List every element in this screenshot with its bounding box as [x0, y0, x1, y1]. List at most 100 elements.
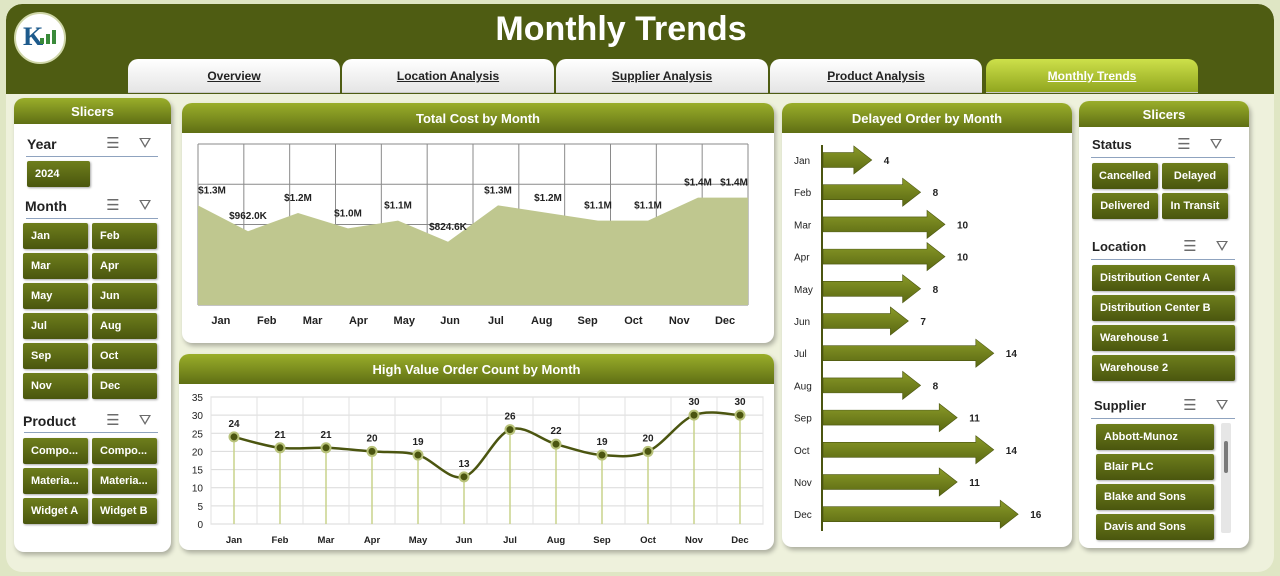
x-tick-label: Feb [272, 535, 289, 546]
company-logo: K [14, 12, 66, 64]
delayed-arrow-bar [822, 209, 946, 240]
scrollbar-thumb[interactable] [1224, 441, 1228, 473]
month-jan-button[interactable]: Jan [23, 223, 88, 249]
product-materia-button[interactable]: Materia... [92, 468, 157, 494]
logo-letter: K [23, 22, 44, 51]
data-label: 20 [642, 433, 654, 444]
month-aug-button[interactable]: Aug [92, 313, 157, 339]
page-title: Monthly Trends [495, 10, 747, 48]
month-apr-button[interactable]: Apr [92, 253, 157, 279]
x-tick-label: Sep [593, 535, 611, 546]
tab-monthly-trends[interactable]: Monthly Trends [986, 59, 1198, 93]
data-point [412, 449, 424, 461]
multi-select-icon[interactable]: ☰ [106, 412, 120, 429]
data-point [320, 442, 332, 454]
clear-filter-icon[interactable]: ⛛ [138, 135, 152, 152]
delayed-arrow-bar [822, 306, 909, 336]
data-label: $1.1M [634, 201, 662, 212]
month-dec-button[interactable]: Dec [92, 373, 157, 399]
supplier-abbott-munoz-button[interactable]: Abbott-Munoz [1096, 424, 1214, 450]
data-point [688, 409, 700, 421]
y-tick-label: Nov [794, 478, 812, 489]
tab-overview[interactable]: Overview [128, 59, 340, 93]
supplier-slicer-label: Supplier [1094, 398, 1147, 413]
multi-select-icon[interactable]: ☰ [106, 197, 120, 214]
product-materia-button[interactable]: Materia... [23, 468, 88, 494]
location-warehouse-1-button[interactable]: Warehouse 1 [1092, 325, 1235, 351]
data-label: 26 [504, 412, 516, 423]
status-cancelled-button[interactable]: Cancelled [1092, 163, 1158, 189]
data-point [228, 431, 240, 443]
clear-filter-icon[interactable]: ⛛ [138, 197, 152, 214]
data-label: $962.0K [229, 211, 268, 222]
data-label: 16 [1030, 510, 1042, 521]
data-label: 10 [957, 220, 969, 231]
month-sep-button[interactable]: Sep [23, 343, 88, 369]
data-label: 4 [884, 156, 890, 167]
divider [1091, 157, 1235, 158]
location-distribution-center-b-button[interactable]: Distribution Center B [1092, 295, 1235, 321]
month-jul-button[interactable]: Jul [23, 313, 88, 339]
y-tick-label: 5 [197, 502, 203, 513]
tab-location-analysis[interactable]: Location Analysis [342, 59, 554, 93]
location-distribution-center-a-button[interactable]: Distribution Center A [1092, 265, 1235, 291]
clear-filter-icon[interactable]: ⛛ [1215, 238, 1229, 255]
clear-filter-icon[interactable]: ⛛ [1215, 397, 1229, 414]
year-2024-button[interactable]: 2024 [27, 161, 90, 187]
status-delayed-button[interactable]: Delayed [1162, 163, 1228, 189]
location-warehouse-2-button[interactable]: Warehouse 2 [1092, 355, 1235, 381]
month-nov-button[interactable]: Nov [23, 373, 88, 399]
product-widget-b-button[interactable]: Widget B [92, 498, 157, 524]
data-label: 10 [957, 253, 969, 264]
clear-filter-icon[interactable]: ⛛ [138, 412, 152, 429]
multi-select-icon[interactable]: ☰ [1183, 238, 1197, 255]
product-compo-button[interactable]: Compo... [92, 438, 157, 464]
divider [26, 156, 158, 157]
x-tick-label: Jan [226, 535, 243, 546]
y-tick-label: Aug [794, 381, 812, 392]
month-may-button[interactable]: May [23, 283, 88, 309]
y-tick-label: 25 [192, 429, 204, 440]
product-widget-a-button[interactable]: Widget A [23, 498, 88, 524]
status-in-transit-button[interactable]: In Transit [1162, 193, 1228, 219]
month-feb-button[interactable]: Feb [92, 223, 157, 249]
data-label: $1.4M [720, 178, 748, 189]
product-compo-button[interactable]: Compo... [23, 438, 88, 464]
delayed-arrow-bar [822, 402, 958, 433]
data-label: 11 [969, 414, 980, 425]
x-tick-label: Jul [488, 315, 504, 327]
x-tick-label: Apr [349, 315, 369, 327]
y-tick-label: Jul [794, 349, 807, 360]
y-tick-label: May [794, 285, 813, 296]
x-tick-label: May [409, 535, 428, 546]
data-point [642, 445, 654, 457]
year-slicer-label: Year [27, 136, 57, 152]
x-tick-label: Jun [456, 535, 473, 546]
data-label: 8 [933, 285, 939, 296]
y-tick-label: Sep [794, 414, 812, 425]
month-oct-button[interactable]: Oct [92, 343, 157, 369]
multi-select-icon[interactable]: ☰ [106, 135, 120, 152]
x-tick-label: Dec [715, 315, 735, 327]
status-delivered-button[interactable]: Delivered [1092, 193, 1158, 219]
x-tick-label: Apr [364, 535, 381, 546]
supplier-blair-plc-button[interactable]: Blair PLC [1096, 454, 1214, 480]
supplier-blake-and-sons-button[interactable]: Blake and Sons [1096, 484, 1214, 510]
delayed-arrow-bar [822, 177, 922, 207]
supplier-davis-and-sons-button[interactable]: Davis and Sons [1096, 514, 1214, 540]
data-point [734, 409, 746, 421]
month-mar-button[interactable]: Mar [23, 253, 88, 279]
y-tick-label: Oct [794, 446, 810, 457]
y-tick-label: Jun [794, 317, 810, 328]
right-slicers-title: Slicers [1079, 101, 1249, 127]
multi-select-icon[interactable]: ☰ [1183, 397, 1197, 414]
supplier-scrollbar[interactable] [1221, 423, 1231, 533]
clear-filter-icon[interactable]: ⛛ [1209, 136, 1223, 153]
tab-product-analysis[interactable]: Product Analysis [770, 59, 982, 93]
multi-select-icon[interactable]: ☰ [1177, 136, 1191, 153]
month-jun-button[interactable]: Jun [92, 283, 157, 309]
tab-supplier-analysis[interactable]: Supplier Analysis [556, 59, 768, 93]
status-slicer-label: Status [1092, 137, 1132, 152]
high-value-title: High Value Order Count by Month [179, 354, 774, 384]
data-label: 19 [596, 437, 608, 448]
